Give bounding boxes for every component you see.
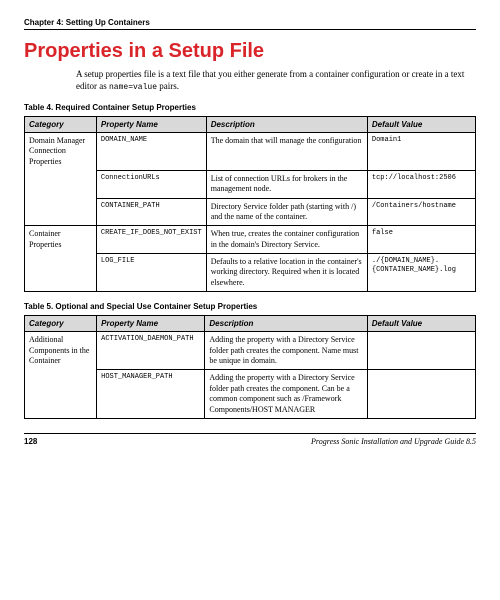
table-row: LOG_FILE Defaults to a relative location…	[25, 254, 476, 292]
footer: 128 Progress Sonic Installation and Upgr…	[24, 433, 476, 446]
table5: Category Property Name Description Defau…	[24, 315, 476, 419]
cell-property: CONTAINER_PATH	[96, 198, 206, 226]
table-row: Additional Components in the Container A…	[25, 332, 476, 370]
cell-category: Domain Manager Connection Properties	[25, 133, 97, 171]
page-title: Properties in a Setup File	[24, 40, 476, 63]
cell-description: The domain that will manage the configur…	[206, 133, 367, 171]
th-category: Category	[25, 316, 97, 332]
th-description: Description	[205, 316, 367, 332]
chapter-header: Chapter 4: Setting Up Containers	[24, 18, 476, 30]
intro-text: A setup properties file is a text file t…	[76, 69, 476, 93]
cell-property: LOG_FILE	[96, 254, 206, 292]
intro-code: name=value	[109, 83, 157, 92]
intro-b: pairs.	[157, 81, 179, 91]
th-default: Default Value	[367, 117, 475, 133]
cell-default	[367, 370, 475, 419]
th-default: Default Value	[367, 316, 475, 332]
cell-default: false	[367, 226, 475, 254]
th-property: Property Name	[97, 316, 205, 332]
cell-category	[25, 254, 97, 292]
cell-category	[25, 198, 97, 226]
cell-property: ACTIVATION_DAEMON_PATH	[97, 332, 205, 370]
th-description: Description	[206, 117, 367, 133]
cell-default: Domain1	[367, 133, 475, 171]
cell-default: ./{DOMAIN_NAME}.{CONTAINER_NAME}.log	[367, 254, 475, 292]
table-header-row: Category Property Name Description Defau…	[25, 117, 476, 133]
table5-caption: Table 5. Optional and Special Use Contai…	[24, 302, 476, 311]
cell-property: DOMAIN_NAME	[96, 133, 206, 171]
cell-description: Defaults to a relative location in the c…	[206, 254, 367, 292]
table4-caption: Table 4. Required Container Setup Proper…	[24, 103, 476, 112]
th-category: Category	[25, 117, 97, 133]
cell-default	[367, 332, 475, 370]
cell-description: When true, creates the container configu…	[206, 226, 367, 254]
cell-default: tcp://localhost:2506	[367, 170, 475, 198]
cell-description: Adding the property with a Directory Ser…	[205, 332, 367, 370]
page: Chapter 4: Setting Up Containers Propert…	[0, 0, 500, 464]
cell-category	[25, 170, 97, 198]
cell-description: Adding the property with a Directory Ser…	[205, 370, 367, 419]
cell-property: CREATE_IF_DOES_NOT_EXIST	[96, 226, 206, 254]
cell-category: Container Properties	[25, 226, 97, 254]
th-property: Property Name	[96, 117, 206, 133]
cell-property: HOST_MANAGER_PATH	[97, 370, 205, 419]
cell-description: List of connection URLs for brokers in t…	[206, 170, 367, 198]
table4: Category Property Name Description Defau…	[24, 116, 476, 292]
cell-category	[25, 370, 97, 419]
page-number: 128	[24, 437, 37, 446]
table-row: HOST_MANAGER_PATH Adding the property wi…	[25, 370, 476, 419]
cell-description: Directory Service folder path (starting …	[206, 198, 367, 226]
table-row: ConnectionURLs List of connection URLs f…	[25, 170, 476, 198]
table-header-row: Category Property Name Description Defau…	[25, 316, 476, 332]
table-row: Domain Manager Connection Properties DOM…	[25, 133, 476, 171]
table-row: Container Properties CREATE_IF_DOES_NOT_…	[25, 226, 476, 254]
doc-title: Progress Sonic Installation and Upgrade …	[311, 437, 476, 446]
cell-category: Additional Components in the Container	[25, 332, 97, 370]
table-row: CONTAINER_PATH Directory Service folder …	[25, 198, 476, 226]
cell-property: ConnectionURLs	[96, 170, 206, 198]
cell-default: /Containers/hostname	[367, 198, 475, 226]
